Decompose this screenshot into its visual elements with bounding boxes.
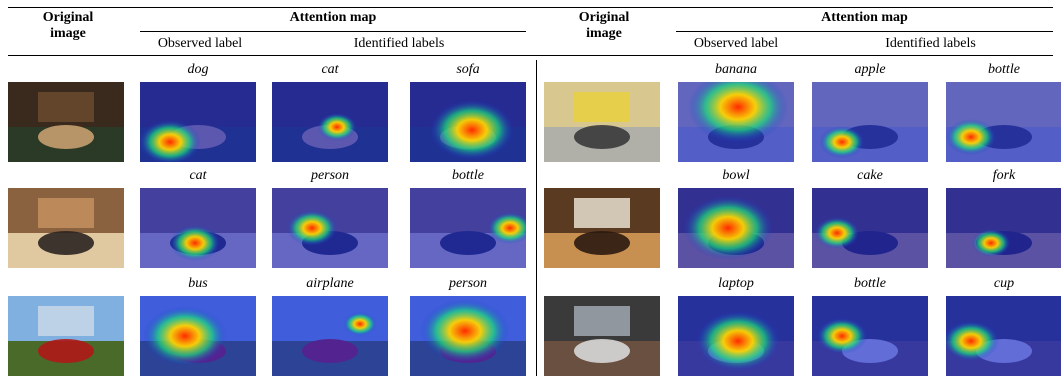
left-label-row-3-col-3: person [448,276,488,291]
right-attention-map-row-1-col-2 [812,82,928,162]
attention-rule-right [676,31,1053,32]
right-attention-map-row-2-col-2 [812,188,928,268]
attention-map-header-left: Attention map [289,10,377,25]
identified-labels-header-right: Identified labels [885,36,976,51]
right-label-row-3-col-2: bottle [854,276,886,291]
left-label-row-1-col-1: dog [187,62,209,77]
top-rule [8,7,1053,8]
observed-label-header-left: Observed label [157,36,243,51]
right-attention-map-row-3-col-2 [812,296,928,376]
right-original-image-row-1 [544,82,660,162]
left-attention-map-row-2-col-1 [140,188,256,268]
right-attention-map-row-3-col-3 [946,296,1061,376]
left-label-row-3-col-1: bus [188,276,208,291]
right-attention-map-row-1-col-1 [678,82,794,162]
left-attention-map-row-1-col-1 [140,82,256,162]
right-label-row-2-col-3: fork [992,168,1016,183]
original-image-header-left: Original image [42,10,94,41]
right-attention-map-row-2-col-1 [678,188,794,268]
right-original-image-row-2 [544,188,660,268]
left-attention-map-row-2-col-2 [272,188,388,268]
left-original-image-row-3 [8,296,124,376]
right-original-image-row-3 [544,296,660,376]
right-attention-map-row-1-col-3 [946,82,1061,162]
left-label-row-1-col-3: sofa [456,62,480,77]
left-attention-map-row-3-col-3 [410,296,526,376]
left-label-row-2-col-1: cat [189,168,207,183]
left-attention-map-row-2-col-3 [410,188,526,268]
left-original-image-row-2 [8,188,124,268]
right-attention-map-row-3-col-1 [678,296,794,376]
original-image-header-right: Original image [578,10,630,41]
left-attention-map-row-3-col-2 [272,296,388,376]
column-divider [536,60,537,376]
left-label-row-1-col-2: cat [321,62,339,77]
header-bottom-rule [8,55,1053,56]
attention-rule-left [140,31,526,32]
attention-map-header-right: Attention map [821,10,908,25]
identified-labels-header-left: Identified labels [353,36,445,51]
left-label-row-2-col-2: person [310,168,350,183]
right-label-row-2-col-2: cake [857,168,883,183]
right-label-row-1-col-3: bottle [988,62,1020,77]
right-label-row-3-col-1: laptop [718,276,754,291]
left-attention-map-row-1-col-3 [410,82,526,162]
left-attention-map-row-1-col-2 [272,82,388,162]
observed-label-header-right: Observed label [693,36,779,51]
right-label-row-3-col-3: cup [993,276,1015,291]
right-label-row-1-col-2: apple [854,62,886,77]
left-label-row-3-col-2: airplane [306,276,354,291]
left-original-image-row-1 [8,82,124,162]
left-attention-map-row-3-col-1 [140,296,256,376]
right-label-row-2-col-1: bowl [722,168,750,183]
right-label-row-1-col-1: banana [715,62,757,77]
right-attention-map-row-2-col-3 [946,188,1061,268]
left-label-row-2-col-3: bottle [452,168,484,183]
